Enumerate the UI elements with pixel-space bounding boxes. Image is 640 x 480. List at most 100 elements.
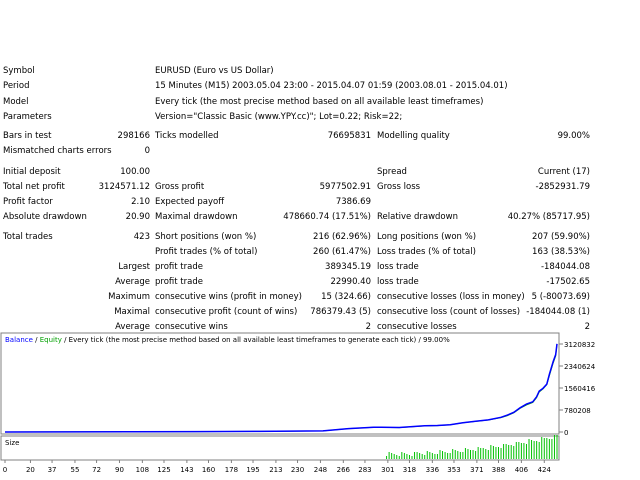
profit-trades-label: Profit trades (% of total): [155, 247, 258, 257]
maximal-loss-label: consecutive loss (count of losses): [377, 307, 521, 317]
ticks-label: Ticks modelled: [155, 131, 219, 141]
model-label: Model: [3, 97, 29, 107]
gross-profit-label: Gross profit: [155, 182, 205, 192]
y-tick-label: 780208: [564, 407, 591, 415]
quality-value: 99.00%: [557, 131, 590, 141]
spread-value: Current (17): [537, 167, 590, 177]
max-cons-wins-label: consecutive wins (profit in money): [155, 292, 302, 302]
long-positions-label: Long positions (won %): [377, 232, 477, 242]
size-bars: [386, 435, 558, 459]
x-tick-label: 195: [246, 466, 259, 474]
short-positions-label: Short positions (won %): [155, 232, 257, 242]
x-tick-label: 336: [426, 466, 440, 474]
net-profit-value: 3124571.12: [98, 182, 150, 192]
main-plot-frame: [0, 332, 560, 435]
x-tick-label: 213: [269, 466, 282, 474]
avg-cons-losses-value: 2: [584, 322, 590, 332]
maximal-profit-label: consecutive profit (count of wins): [155, 307, 298, 317]
relative-drawdown-label: Relative drawdown: [377, 212, 458, 222]
x-tick-label: 248: [314, 466, 327, 474]
balance-chart-svg: Balance / Equity / Every tick (the most …: [0, 332, 596, 474]
short-positions-value: 216 (62.96%): [313, 232, 371, 242]
balance-chart: Balance / Equity / Every tick (the most …: [0, 332, 640, 480]
spread-label: Spread: [377, 167, 407, 177]
profit-trades-value: 260 (61.47%): [313, 247, 371, 257]
mismatch-label: Mismatched charts errors: [3, 146, 112, 156]
largest-loss-label: loss trade: [377, 262, 419, 272]
x-tick-label: 90: [115, 466, 124, 474]
absolute-drawdown-value: 20.90: [125, 212, 150, 222]
series-line-balance: [4, 343, 558, 433]
x-tick-label: 301: [381, 466, 394, 474]
x-tick-label: 37: [48, 466, 57, 474]
expected-payoff-value: 7386.69: [335, 197, 371, 207]
expected-payoff-label: Expected payoff: [155, 197, 225, 207]
x-tick-label: 406: [515, 466, 529, 474]
symbol-label: Symbol: [3, 66, 35, 76]
x-tick-label: 0: [3, 466, 7, 474]
average-loss-value: -17502.65: [546, 277, 590, 287]
x-tick-label: 318: [403, 466, 416, 474]
average-profit-value: 22990.40: [330, 277, 371, 287]
total-trades-label: Total trades: [3, 232, 53, 242]
x-tick-label: 388: [492, 466, 505, 474]
maximal-drawdown-label: Maximal drawdown: [155, 212, 238, 222]
gross-loss-label: Gross loss: [377, 182, 421, 192]
maximal-profit-value: 786379.43 (5): [310, 307, 371, 317]
x-axis-ticks: 0 20 37 55 72 90 108 125 143 160 178 195 213 230 248 26…: [3, 460, 552, 474]
gross-loss-value: -2852931.79: [535, 182, 590, 192]
profit-factor-label: Profit factor: [3, 197, 53, 207]
size-label: Size: [5, 439, 19, 447]
bars-label: Bars in test: [3, 131, 52, 141]
loss-trades-value: 163 (38.53%): [532, 247, 590, 257]
y-tick-label: 2340624: [564, 363, 596, 371]
x-tick-label: 72: [92, 466, 101, 474]
maximal-label: Maximal: [114, 307, 150, 317]
average-loss-label: loss trade: [377, 277, 419, 287]
max-cons-losses-value: 5 (-80073.69): [531, 292, 590, 302]
maximal-loss-value: -184044.08 (1): [526, 307, 590, 317]
x-tick-label: 353: [447, 466, 460, 474]
avg-cons-wins-label: consecutive wins: [155, 322, 228, 332]
caption-sep: /: [33, 336, 40, 344]
net-profit-label: Total net profit: [3, 182, 65, 192]
period-value: 15 Minutes (M15) 2003.05.04 23:00 - 2015…: [155, 81, 508, 91]
period-label: Period: [3, 81, 30, 91]
largest-loss-value: -184044.08: [540, 262, 590, 272]
x-tick-label: 20: [26, 466, 35, 474]
series-lines: [4, 343, 558, 433]
absolute-drawdown-label: Absolute drawdown: [3, 212, 87, 222]
x-tick-label: 283: [358, 466, 371, 474]
x-tick-label: 55: [70, 466, 79, 474]
max-cons-wins-value: 15 (324.66): [321, 292, 371, 302]
total-trades-value: 423: [133, 232, 150, 242]
ticks-value: 76695831: [327, 131, 371, 141]
caption-equity: Equity: [40, 336, 62, 344]
avg-cons-wins-value: 2: [365, 322, 371, 332]
largest-profit-label: profit trade: [155, 262, 203, 272]
x-tick-label: 266: [337, 466, 351, 474]
gross-profit-value: 5977502.91: [319, 182, 371, 192]
x-tick-label: 143: [180, 466, 193, 474]
profit-factor-value: 2.10: [131, 197, 150, 207]
long-positions-value: 207 (59.90%): [532, 232, 590, 242]
size-plot-frame: [0, 435, 560, 461]
caption-rest: / Every tick (the most precise method ba…: [62, 336, 450, 344]
largest-label: Largest: [118, 262, 150, 272]
bars-value: 298166: [117, 131, 150, 141]
avg-cons-losses-label: consecutive losses: [377, 322, 457, 332]
parameters-value: Version="Classic Basic (www.YPY.cc)"; Lo…: [155, 112, 403, 122]
x-tick-label: 178: [225, 466, 238, 474]
x-tick-label: 160: [202, 466, 215, 474]
parameters-label: Parameters: [3, 112, 52, 122]
deposit-value: 100.00: [120, 167, 150, 177]
largest-profit-value: 389345.19: [325, 262, 371, 272]
y-tick-label: 3120832: [564, 341, 595, 349]
x-tick-label: 108: [136, 466, 149, 474]
mismatch-value: 0: [144, 146, 150, 156]
loss-trades-label: Loss trades (% of total): [377, 247, 476, 257]
max-cons-losses-label: consecutive losses (loss in money): [377, 292, 525, 302]
average-label: Average: [115, 277, 150, 287]
x-tick-label: 371: [470, 466, 483, 474]
caption-balance: Balance: [5, 336, 33, 344]
